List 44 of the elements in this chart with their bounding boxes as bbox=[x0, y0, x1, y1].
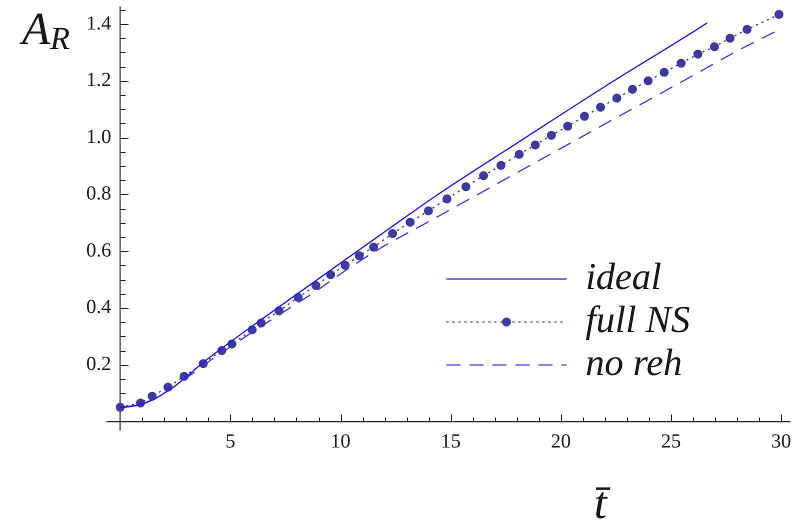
point bbox=[660, 68, 669, 77]
x-tick-label: 30 bbox=[771, 430, 792, 453]
x-tick-label: 25 bbox=[661, 430, 682, 453]
x-tick-label: 5 bbox=[225, 430, 236, 453]
point bbox=[676, 58, 686, 68]
point bbox=[628, 84, 637, 94]
point bbox=[693, 50, 702, 59]
point bbox=[726, 34, 735, 43]
x-tick-label: 20 bbox=[550, 430, 571, 453]
y-tick-label: 1.0 bbox=[86, 126, 112, 148]
y-axis-title: A$_{R}$ bbox=[22, 3, 70, 56]
x-tick-label: 15 bbox=[440, 430, 461, 453]
point bbox=[369, 242, 378, 252]
point bbox=[546, 130, 556, 140]
point bbox=[340, 260, 350, 270]
point bbox=[710, 42, 719, 52]
point bbox=[354, 251, 364, 260]
y-tick-label: 0.8 bbox=[86, 182, 112, 205]
point bbox=[530, 140, 540, 150]
x-tick-label: 10 bbox=[330, 430, 351, 453]
y-tick-label: 0.6 bbox=[86, 239, 112, 262]
point bbox=[774, 10, 784, 19]
legend-label: no reh bbox=[585, 342, 682, 384]
point bbox=[496, 160, 506, 170]
point bbox=[563, 122, 572, 131]
point bbox=[479, 171, 488, 180]
point bbox=[596, 102, 606, 112]
point bbox=[514, 150, 524, 159]
y-tick-label: 1.2 bbox=[86, 69, 112, 92]
y-tick-label: 0.4 bbox=[86, 296, 112, 318]
point bbox=[461, 182, 470, 192]
legend-label: full NS bbox=[585, 298, 690, 341]
point bbox=[442, 194, 452, 204]
point bbox=[311, 281, 320, 290]
point bbox=[406, 218, 415, 227]
point bbox=[644, 76, 653, 86]
point bbox=[580, 112, 589, 121]
point bbox=[424, 206, 433, 216]
point bbox=[742, 24, 752, 34]
legend-label: ideal bbox=[585, 256, 662, 298]
y-tick-label: 0.2 bbox=[86, 352, 112, 375]
y-tick-label: 1.4 bbox=[86, 12, 112, 34]
point bbox=[388, 229, 398, 238]
point bbox=[612, 94, 622, 103]
